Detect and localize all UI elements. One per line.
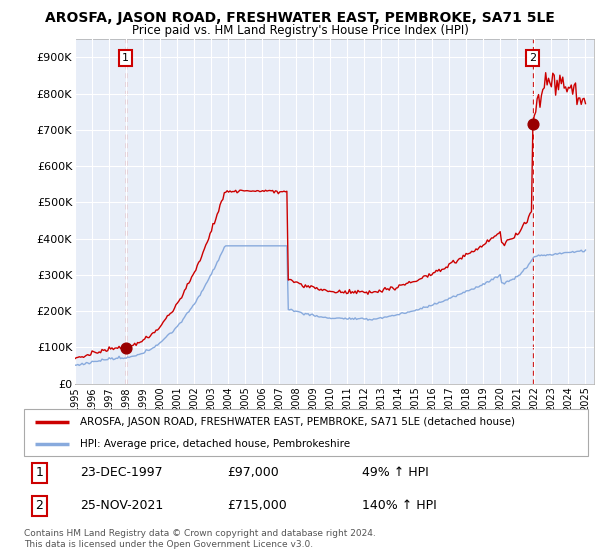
Text: HPI: Average price, detached house, Pembrokeshire: HPI: Average price, detached house, Pemb… xyxy=(80,438,350,449)
Point xyxy=(121,344,130,353)
Text: Contains HM Land Registry data © Crown copyright and database right 2024.
This d: Contains HM Land Registry data © Crown c… xyxy=(24,529,376,549)
Text: 25-NOV-2021: 25-NOV-2021 xyxy=(80,499,164,512)
Text: 140% ↑ HPI: 140% ↑ HPI xyxy=(362,499,437,512)
Text: 1: 1 xyxy=(35,466,43,479)
Text: £97,000: £97,000 xyxy=(227,466,279,479)
FancyBboxPatch shape xyxy=(24,409,588,456)
Text: Price paid vs. HM Land Registry's House Price Index (HPI): Price paid vs. HM Land Registry's House … xyxy=(131,24,469,36)
Text: 49% ↑ HPI: 49% ↑ HPI xyxy=(362,466,429,479)
Text: 1: 1 xyxy=(122,53,129,63)
Point xyxy=(528,120,538,129)
Text: 2: 2 xyxy=(529,53,536,63)
Text: 2: 2 xyxy=(35,499,43,512)
Text: 23-DEC-1997: 23-DEC-1997 xyxy=(80,466,163,479)
Text: AROSFA, JASON ROAD, FRESHWATER EAST, PEMBROKE, SA71 5LE (detached house): AROSFA, JASON ROAD, FRESHWATER EAST, PEM… xyxy=(80,417,515,427)
Text: £715,000: £715,000 xyxy=(227,499,287,512)
Text: AROSFA, JASON ROAD, FRESHWATER EAST, PEMBROKE, SA71 5LE: AROSFA, JASON ROAD, FRESHWATER EAST, PEM… xyxy=(45,11,555,25)
